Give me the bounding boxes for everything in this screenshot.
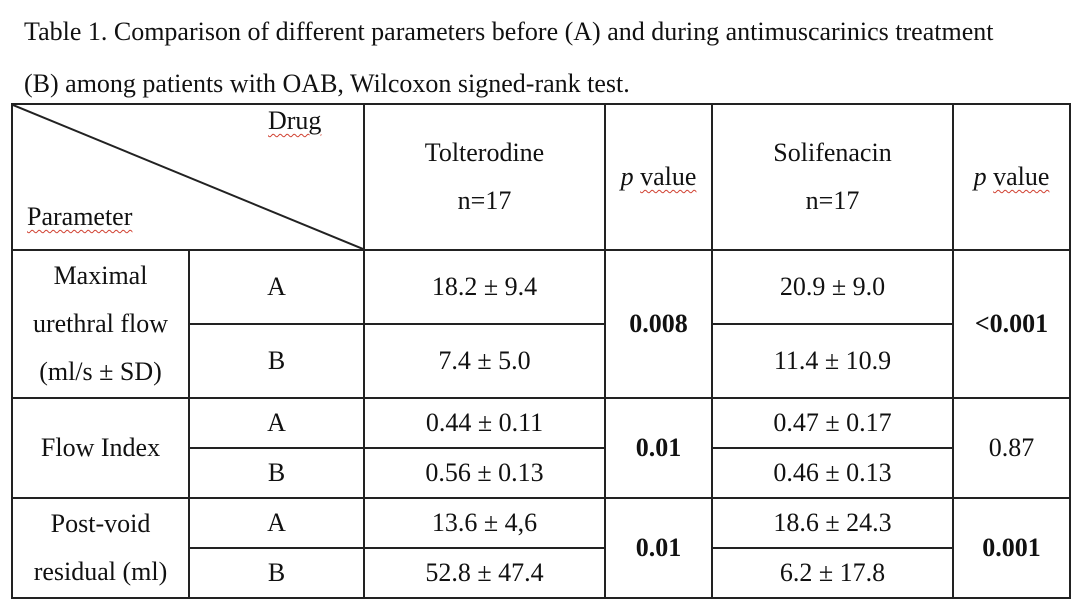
table-row: Flow Index A 0.44 ± 0.11 0.01 0.47 ± 0.1… <box>11 397 1071 499</box>
table-row: B 0.56 ± 0.13 0.46 ± 0.13 <box>12 447 1070 499</box>
tolterodine-p-value: 0.01 <box>604 497 713 599</box>
parameter-name-line: residual (ml) <box>33 557 168 586</box>
phase-b-cell: B <box>188 323 365 399</box>
solifenacin-header: Solifenacin n=17 <box>711 103 954 251</box>
p-italic: p <box>620 162 634 191</box>
comparison-table: Drug Parameter Tolterodine n=17 p value … <box>11 103 1071 599</box>
p-value-word: value <box>640 162 697 191</box>
parameter-header-label: Parameter <box>27 202 133 231</box>
tolterodine-p-value: 0.008 <box>604 249 713 399</box>
table-header-row: Drug Parameter Tolterodine n=17 p value … <box>11 103 1071 251</box>
tolterodine-a-value: 18.2 ± 9.4 <box>363 249 606 325</box>
phase-b-cell: B <box>188 447 365 499</box>
table-caption: Table 1. Comparison of different paramet… <box>24 6 1064 110</box>
parameter-name-cell: Post-void residual (ml) <box>11 497 190 599</box>
parameter-name-cell: Flow Index <box>11 397 190 499</box>
solifenacin-p-value: 0.87 <box>952 397 1071 499</box>
drug-header-label: Drug <box>268 106 322 135</box>
caption-line-1: Table 1. Comparison of different paramet… <box>24 17 994 46</box>
phase-a-cell: A <box>188 497 365 549</box>
solifenacin-b-value: 11.4 ± 10.9 <box>711 323 954 399</box>
tolterodine-a-value: 0.44 ± 0.11 <box>363 397 606 449</box>
tolterodine-b-value: 0.56 ± 0.13 <box>363 447 606 499</box>
solifenacin-a-value: 20.9 ± 9.0 <box>711 249 954 325</box>
parameter-name-line: Maximal <box>53 261 148 290</box>
parameter-name-line: urethral flow <box>32 309 168 338</box>
tolterodine-n: n=17 <box>457 186 512 215</box>
parameter-name-line: Post-void <box>50 509 151 538</box>
parameter-name-line: (ml/s ± SD) <box>39 357 162 386</box>
phase-a-cell: A <box>188 249 365 325</box>
diagonal-divider <box>13 105 363 249</box>
tolterodine-b-value: 52.8 ± 47.4 <box>363 547 606 599</box>
solifenacin-a-value: 18.6 ± 24.3 <box>711 497 954 549</box>
caption-line-2: (B) among patients with OAB, Wilcoxon si… <box>24 69 630 98</box>
table-row: Post-void residual (ml) A 13.6 ± 4,6 0.0… <box>11 497 1071 599</box>
header-corner-cell: Drug Parameter <box>11 103 365 251</box>
solifenacin-b-value: 0.46 ± 0.13 <box>711 447 954 499</box>
table-row: Maximal urethral flow (ml/s ± SD) A 18.2… <box>11 249 1071 399</box>
tolterodine-p-value-header: p value <box>604 103 713 251</box>
tolterodine-header: Tolterodine n=17 <box>363 103 606 251</box>
solifenacin-a-value: 0.47 ± 0.17 <box>711 397 954 449</box>
table-row: B 7.4 ± 5.0 11.4 ± 10.9 <box>12 323 1070 399</box>
phase-a-cell: A <box>188 397 365 449</box>
solifenacin-n: n=17 <box>805 186 860 215</box>
p-italic: p <box>973 162 987 191</box>
solifenacin-p-value: 0.001 <box>952 497 1071 599</box>
tolterodine-b-value: 7.4 ± 5.0 <box>363 323 606 399</box>
solifenacin-b-value: 6.2 ± 17.8 <box>711 547 954 599</box>
table-row: B 52.8 ± 47.4 6.2 ± 17.8 <box>12 547 1070 599</box>
solifenacin-name: Solifenacin <box>773 138 892 167</box>
tolterodine-a-value: 13.6 ± 4,6 <box>363 497 606 549</box>
parameter-name-line: Flow Index <box>40 433 161 462</box>
solifenacin-p-value: <0.001 <box>952 249 1071 399</box>
tolterodine-name: Tolterodine <box>424 138 545 167</box>
solifenacin-p-value-header: p value <box>952 103 1071 251</box>
p-value-word: value <box>993 162 1050 191</box>
parameter-name-cell: Maximal urethral flow (ml/s ± SD) <box>11 249 190 399</box>
phase-b-cell: B <box>188 547 365 599</box>
tolterodine-p-value: 0.01 <box>604 397 713 499</box>
